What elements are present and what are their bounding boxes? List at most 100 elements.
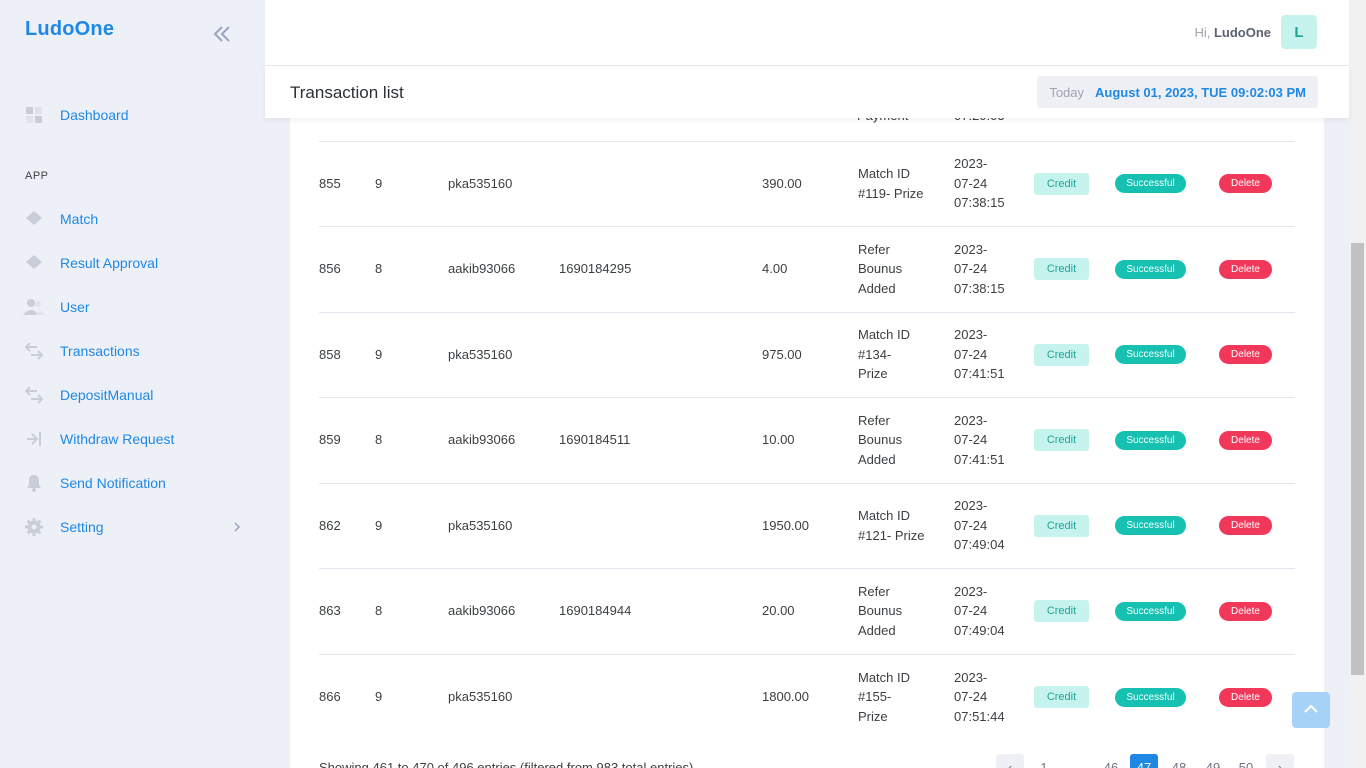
collapse-sidebar-icon[interactable] xyxy=(210,22,234,46)
note-line: Prize xyxy=(858,708,888,724)
page-header: Transaction list Today August 01, 2023, … xyxy=(265,66,1349,118)
page-scrollbar[interactable] xyxy=(1349,0,1366,768)
delete-button[interactable]: Delete xyxy=(1219,430,1272,450)
cell-amount: 10.00 xyxy=(762,432,795,447)
sidebar-item-transactions[interactable]: Transactions xyxy=(22,339,140,363)
table-row xyxy=(319,226,1295,312)
table-row xyxy=(319,483,1295,568)
cell-id: 855 xyxy=(319,175,341,191)
date-line: 07-24 xyxy=(954,603,988,619)
sidebar-item-label: Match xyxy=(60,211,99,227)
diamond-icon xyxy=(22,251,46,275)
current-datetime: August 01, 2023, TUE 09:02:03 PM xyxy=(1095,84,1306,100)
cell-transaction-id: 1690184295 xyxy=(559,261,632,276)
pagination-page[interactable]: 47 xyxy=(1130,754,1158,768)
sidebar-item-label: Setting xyxy=(60,519,104,535)
date-line: 07:49:04 xyxy=(954,622,1005,638)
cell-date: 2023- 07-24 07:49:04 xyxy=(954,582,1005,641)
date-line: 2023- xyxy=(954,583,988,599)
sidebar-item-label: User xyxy=(60,299,90,315)
cell-note: Refer Bounus Added xyxy=(858,582,938,641)
date-line: 07-24 xyxy=(954,517,988,533)
scrollbar-thumb[interactable] xyxy=(1351,243,1364,675)
sidebar-item-label: Send Notification xyxy=(60,475,166,491)
sidebar-item-send-notification[interactable]: Send Notification xyxy=(22,471,166,495)
sidebar-item-dashboard[interactable]: Dashboard xyxy=(22,103,129,127)
cell-user-id: 8 xyxy=(375,603,383,618)
cell-amount: 975.00 xyxy=(762,346,802,362)
top-bar: Hi, LudoOne L xyxy=(265,0,1349,66)
withdraw-icon xyxy=(22,427,46,451)
date-line: 07:41:51 xyxy=(954,451,1005,467)
avatar[interactable]: L xyxy=(1281,15,1317,49)
pagination-page[interactable]: 1 xyxy=(1040,760,1048,768)
bell-icon xyxy=(22,471,46,495)
cell-date: 2023- 07-24 07:38:15 xyxy=(954,154,1005,213)
sidebar-item-result-approval[interactable]: Result Approval xyxy=(22,251,158,275)
cell-username: aakib93066 xyxy=(448,603,516,618)
type-badge: Credit xyxy=(1034,429,1089,451)
date-line: 07-24 xyxy=(954,432,988,448)
sidebar-item-label: Result Approval xyxy=(60,255,159,271)
cell-id: 866 xyxy=(319,689,341,704)
table-row xyxy=(319,312,1295,397)
sidebar-item-label: DepositManual xyxy=(60,387,154,403)
delete-button[interactable]: Delete xyxy=(1219,345,1272,364)
cell-user-id: 8 xyxy=(375,261,383,276)
brand-logo[interactable]: LudoOne xyxy=(25,18,115,40)
delete-button[interactable]: Delete xyxy=(1219,259,1272,279)
date-line: 07-24 xyxy=(954,346,988,362)
date-line: 2023- xyxy=(954,669,988,685)
date-line: 2023- xyxy=(954,412,988,428)
type-badge: Credit xyxy=(1034,172,1089,195)
scroll-to-top-button[interactable] xyxy=(1292,692,1330,728)
dashboard-icon xyxy=(22,103,46,127)
status-badge: Successful xyxy=(1115,345,1186,364)
sidebar-item-withdraw-request[interactable]: Withdraw Request xyxy=(22,427,174,451)
delete-button[interactable]: Delete xyxy=(1219,687,1272,707)
pagination-next[interactable]: › xyxy=(1266,754,1294,768)
today-label: Today xyxy=(1049,84,1085,100)
greeting-prefix: Hi, xyxy=(1194,25,1211,40)
delete-button[interactable]: Delete xyxy=(1219,601,1272,621)
sidebar-item-user[interactable]: User xyxy=(22,295,90,319)
pagination-page[interactable]: 49 xyxy=(1205,760,1221,768)
gear-icon xyxy=(22,515,46,539)
cell-date: 2023- 07-24 07:51:44 xyxy=(954,668,1005,727)
users-icon xyxy=(22,295,46,319)
cell-user-id: 9 xyxy=(375,689,383,704)
cell-transaction-id: 1690184944 xyxy=(559,603,632,618)
note-line: #134- xyxy=(858,346,892,362)
date-line: 2023- xyxy=(954,156,988,172)
note-line: Refer xyxy=(858,412,890,428)
table-row xyxy=(319,397,1295,483)
date-display: Today August 01, 2023, TUE 09:02:03 PM xyxy=(1037,76,1318,108)
pagination-prev[interactable]: ‹ xyxy=(996,754,1024,768)
note-line: Added xyxy=(858,622,896,638)
sidebar-item-setting[interactable]: Setting xyxy=(22,515,104,539)
cell-username: pka535160 xyxy=(448,689,513,704)
note-line: #155- xyxy=(858,689,892,705)
cell-username: pka535160 xyxy=(448,175,513,191)
note-line: Refer xyxy=(858,583,890,599)
type-badge: Credit xyxy=(1034,686,1089,708)
cell-note: Refer Bounus Added xyxy=(858,411,938,470)
chevron-right-icon[interactable] xyxy=(232,520,242,532)
delete-button[interactable]: Delete xyxy=(1219,174,1272,193)
diamond-icon xyxy=(22,207,46,231)
pagination-page[interactable]: 46 xyxy=(1103,760,1119,768)
cell-id: 858 xyxy=(319,346,341,362)
cell-note: Match ID #119- Prize xyxy=(858,164,938,203)
note-line: #119- Prize xyxy=(858,185,924,201)
swap-icon xyxy=(22,339,46,363)
status-badge: Successful xyxy=(1115,430,1186,450)
note-line: Match ID xyxy=(858,166,911,181)
delete-button[interactable]: Delete xyxy=(1219,516,1272,535)
pagination-page[interactable]: 50 xyxy=(1238,760,1254,768)
note-line: Refer xyxy=(858,241,890,257)
type-badge: Credit xyxy=(1034,600,1089,622)
sidebar-item-depositmanual[interactable]: DepositManual xyxy=(22,383,153,407)
cell-id: 862 xyxy=(319,517,341,533)
sidebar-item-match[interactable]: Match xyxy=(22,207,98,231)
pagination-page[interactable]: 48 xyxy=(1171,760,1187,768)
